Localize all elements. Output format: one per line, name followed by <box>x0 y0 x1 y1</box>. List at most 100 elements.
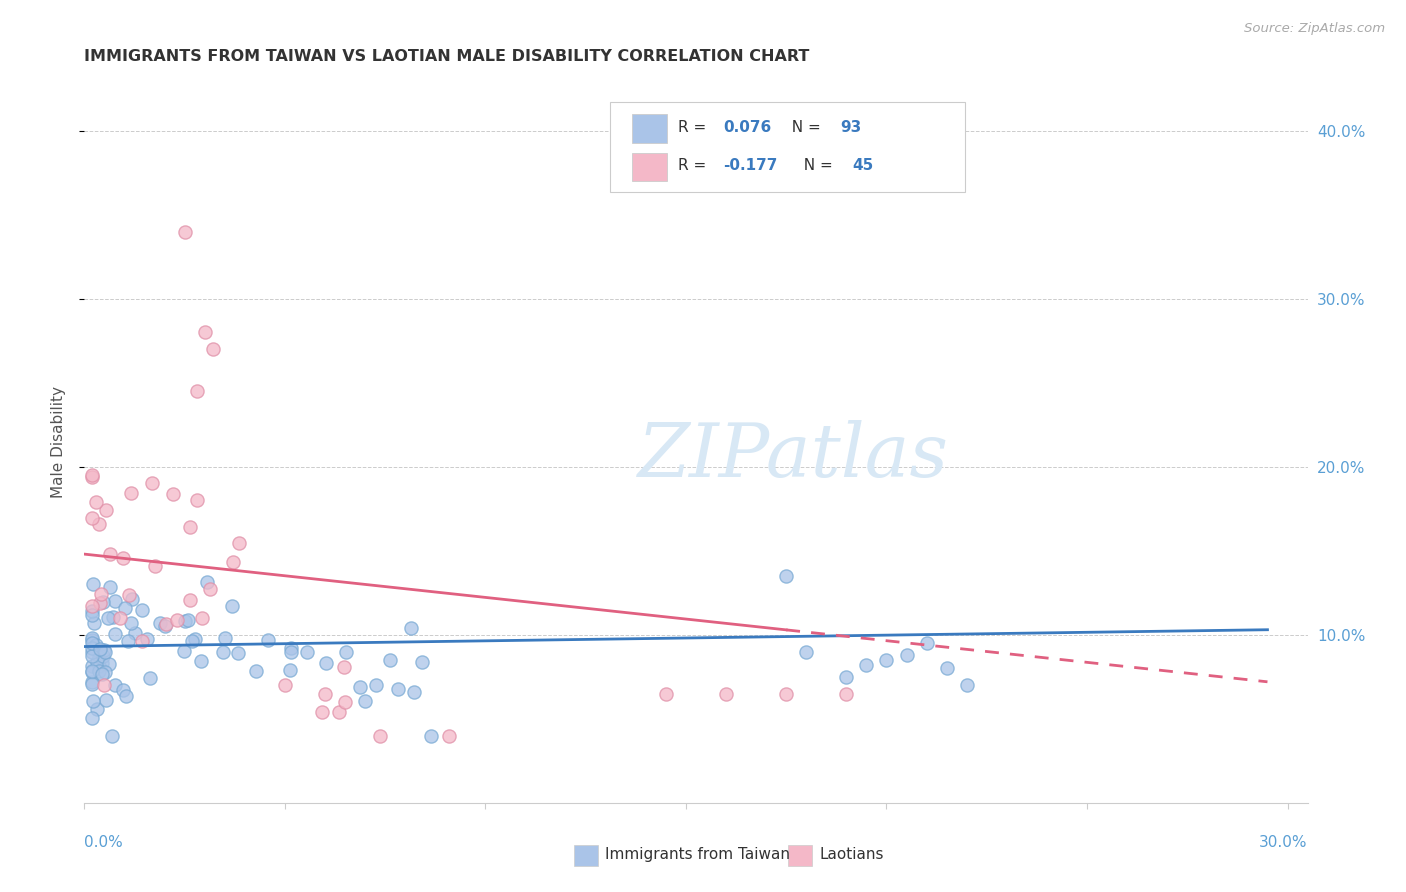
Point <box>333 695 356 709</box>
Point <box>82 599 104 613</box>
Point <box>96 692 118 706</box>
Point <box>364 678 387 692</box>
Point <box>87 659 110 673</box>
Point <box>155 616 177 631</box>
Point <box>335 645 357 659</box>
Point <box>82 511 104 525</box>
Point <box>190 654 212 668</box>
Point <box>314 687 336 701</box>
Point <box>82 608 104 623</box>
FancyBboxPatch shape <box>574 846 598 865</box>
Point <box>82 577 104 591</box>
FancyBboxPatch shape <box>633 153 666 181</box>
Point <box>87 650 110 665</box>
Point <box>387 681 409 696</box>
Text: 0.076: 0.076 <box>723 120 770 135</box>
Point <box>349 680 371 694</box>
Point <box>82 665 104 679</box>
Text: 93: 93 <box>841 120 862 135</box>
Point <box>89 517 111 532</box>
Point <box>87 664 110 678</box>
Point <box>855 658 877 673</box>
Point <box>333 660 356 674</box>
Point <box>86 702 108 716</box>
Point <box>82 631 104 645</box>
Point <box>311 706 333 720</box>
Point <box>280 641 302 656</box>
Point <box>120 485 142 500</box>
Point <box>181 634 204 648</box>
Point <box>82 665 104 680</box>
Point <box>835 687 858 701</box>
Point <box>83 615 105 630</box>
Point <box>411 655 433 669</box>
Point <box>82 711 104 725</box>
Point <box>775 569 797 583</box>
Point <box>114 601 136 615</box>
Point <box>186 384 208 398</box>
Point <box>118 588 141 602</box>
Point <box>354 694 377 708</box>
Point <box>775 687 797 701</box>
Point <box>94 645 117 659</box>
Point <box>104 626 127 640</box>
Point <box>198 582 221 597</box>
Point <box>143 559 166 574</box>
Point <box>82 632 104 647</box>
Point <box>82 694 104 708</box>
Point <box>179 520 201 534</box>
Point <box>368 729 391 743</box>
Point <box>90 587 112 601</box>
Point <box>194 326 217 340</box>
Point <box>104 594 127 608</box>
Point <box>94 503 117 517</box>
FancyBboxPatch shape <box>633 114 666 143</box>
Point <box>82 636 104 650</box>
Point <box>124 625 146 640</box>
Point <box>228 646 250 660</box>
Point <box>201 342 224 356</box>
Point <box>89 596 111 610</box>
Point <box>131 633 153 648</box>
Point <box>89 641 111 656</box>
Point <box>117 634 139 648</box>
Point <box>82 467 104 482</box>
Point <box>153 618 176 632</box>
Point <box>98 657 121 672</box>
Point <box>274 678 297 692</box>
Point <box>98 580 121 594</box>
Point <box>120 615 142 630</box>
Point <box>131 603 153 617</box>
Point <box>82 604 104 618</box>
Point <box>82 645 104 659</box>
Point <box>82 640 104 655</box>
Point <box>214 631 236 645</box>
Point <box>315 656 337 670</box>
Y-axis label: Male Disability: Male Disability <box>51 385 66 498</box>
Point <box>84 495 107 509</box>
Text: R =: R = <box>678 120 711 135</box>
Point <box>112 682 135 697</box>
Point <box>655 687 678 701</box>
Point <box>278 663 301 677</box>
Point <box>179 592 201 607</box>
Text: Laotians: Laotians <box>820 847 884 863</box>
Point <box>399 621 422 635</box>
Text: Immigrants from Taiwan: Immigrants from Taiwan <box>606 847 790 863</box>
Point <box>93 678 115 692</box>
Point <box>184 632 207 647</box>
Point <box>280 645 302 659</box>
Point <box>177 613 200 627</box>
Point <box>82 648 104 663</box>
Point <box>94 665 117 679</box>
Point <box>149 616 172 631</box>
Text: R =: R = <box>678 158 711 173</box>
Point <box>82 674 104 689</box>
Point <box>935 661 957 675</box>
Point <box>162 487 184 501</box>
Point <box>139 671 162 685</box>
Text: N =: N = <box>782 120 825 135</box>
Point <box>121 592 143 607</box>
Text: Source: ZipAtlas.com: Source: ZipAtlas.com <box>1244 22 1385 36</box>
Point <box>91 649 114 664</box>
